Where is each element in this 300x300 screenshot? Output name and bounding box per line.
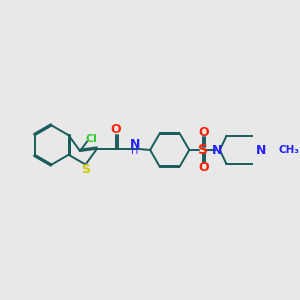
Text: O: O [110, 123, 121, 136]
Text: CH₃: CH₃ [279, 145, 300, 155]
Text: N: N [256, 143, 266, 157]
Text: S: S [197, 143, 208, 157]
Text: N: N [212, 143, 222, 157]
Text: O: O [199, 127, 209, 140]
Text: N: N [130, 139, 140, 152]
Text: O: O [199, 160, 209, 173]
Text: H: H [131, 146, 139, 156]
Text: S: S [81, 163, 90, 176]
Text: Cl: Cl [86, 134, 98, 144]
